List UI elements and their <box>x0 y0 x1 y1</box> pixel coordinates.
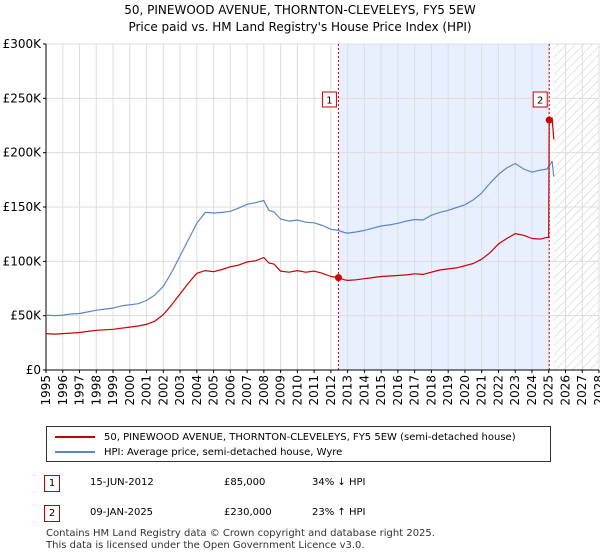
x-tick-label: 2014 <box>357 375 371 406</box>
x-tick-label: 2010 <box>290 375 304 406</box>
x-tick-label: 1999 <box>106 375 120 406</box>
chart-title-line1: 50, PINEWOOD AVENUE, THORNTON-CLEVELEYS,… <box>124 3 476 17</box>
y-tick-label: £100K <box>3 254 43 268</box>
x-tick-label: 2004 <box>190 375 204 406</box>
x-tick-label: 1996 <box>56 375 70 406</box>
x-tick-label: 2011 <box>307 375 321 406</box>
property-price-line <box>45 117 555 335</box>
x-tick-label: 2022 <box>491 375 505 406</box>
x-tick-label: 1995 <box>39 375 53 406</box>
sale-marker-box-1 <box>321 91 337 108</box>
chart-title-line2: Price paid vs. HM Land Registry's House … <box>128 20 472 34</box>
chart-legend: 50, PINEWOOD AVENUE, THORNTON-CLEVELEYS,… <box>46 426 551 462</box>
sale-marker-label-1: 1 <box>326 96 332 107</box>
x-tick-label: 2013 <box>341 375 355 406</box>
y-tick-label: £200K <box>3 146 43 160</box>
transaction-date: 09-JAN-2025 <box>90 507 154 518</box>
x-tick-label: 2007 <box>240 375 254 406</box>
y-tick-label: £50K <box>10 309 42 323</box>
footer-line: Contains HM Land Registry data © Crown c… <box>46 528 435 539</box>
x-tick-label: 2018 <box>424 375 438 406</box>
x-tick-label: 2012 <box>324 375 338 406</box>
footer-attribution: Contains HM Land Registry data © Crown c… <box>46 528 435 552</box>
footer-line: This data is licensed under the Open Gov… <box>46 540 365 551</box>
x-tick-label: 2027 <box>575 375 589 406</box>
x-tick-label: 1998 <box>89 375 103 406</box>
legend-item-hpi: HPI: Average price, semi-detached house,… <box>55 445 342 459</box>
y-tick-label: £300K <box>3 37 43 51</box>
x-tick-label: 2009 <box>274 375 288 406</box>
legend-label-hpi: HPI: Average price, semi-detached house,… <box>104 446 343 458</box>
x-tick-label: 2025 <box>542 375 556 406</box>
transaction-price: £230,000 <box>224 507 272 518</box>
transaction-marker-2: 2 <box>44 505 60 522</box>
y-tick-label: £250K <box>3 91 43 105</box>
transaction-price: £85,000 <box>224 477 266 488</box>
transaction-date: 15-JUN-2012 <box>90 477 154 488</box>
x-tick-label: 2016 <box>391 375 405 406</box>
x-tick-label: 2028 <box>592 375 600 406</box>
x-tick-label: 2015 <box>374 375 388 406</box>
transaction-hpi-diff: 23% ↑ HPI <box>312 507 366 518</box>
x-tick-label: 2003 <box>173 375 187 406</box>
hpi-line <box>45 160 555 317</box>
transaction-row: 1 15-JUN-2012 £85,000 34% ↓ HPI <box>44 475 564 495</box>
sale-marker-label-2: 2 <box>537 96 543 107</box>
x-tick-label: 2026 <box>558 375 572 406</box>
x-tick-label: 2024 <box>525 375 539 406</box>
x-tick-label: 2021 <box>475 375 489 406</box>
x-tick-label: 1997 <box>73 375 87 406</box>
x-tick-label: 2019 <box>441 375 455 406</box>
transaction-hpi-diff: 34% ↓ HPI <box>312 477 366 488</box>
y-tick-label: £0 <box>26 363 41 377</box>
legend-swatch-property <box>55 436 95 438</box>
x-tick-label: 2005 <box>207 375 221 406</box>
x-tick-label: 2001 <box>140 375 154 406</box>
legend-label-property: 50, PINEWOOD AVENUE, THORNTON-CLEVELEYS,… <box>104 431 516 443</box>
x-tick-label: 2020 <box>458 375 472 406</box>
x-tick-label: 2023 <box>508 375 522 406</box>
legend-swatch-hpi <box>55 451 95 453</box>
x-tick-label: 2000 <box>123 375 137 406</box>
y-tick-label: £150K <box>3 200 43 214</box>
legend-item-property: 50, PINEWOOD AVENUE, THORNTON-CLEVELEYS,… <box>55 430 516 444</box>
transaction-row: 2 09-JAN-2025 £230,000 23% ↑ HPI <box>44 505 564 525</box>
x-tick-label: 2002 <box>156 375 170 406</box>
x-tick-label: 2017 <box>408 375 422 406</box>
x-tick-label: 2008 <box>257 375 271 406</box>
sale-marker-box-2 <box>532 91 548 108</box>
transaction-marker-1: 1 <box>44 475 60 492</box>
x-tick-label: 2006 <box>223 375 237 406</box>
sale-point-2 <box>545 116 553 124</box>
sale-point-1 <box>334 274 342 282</box>
